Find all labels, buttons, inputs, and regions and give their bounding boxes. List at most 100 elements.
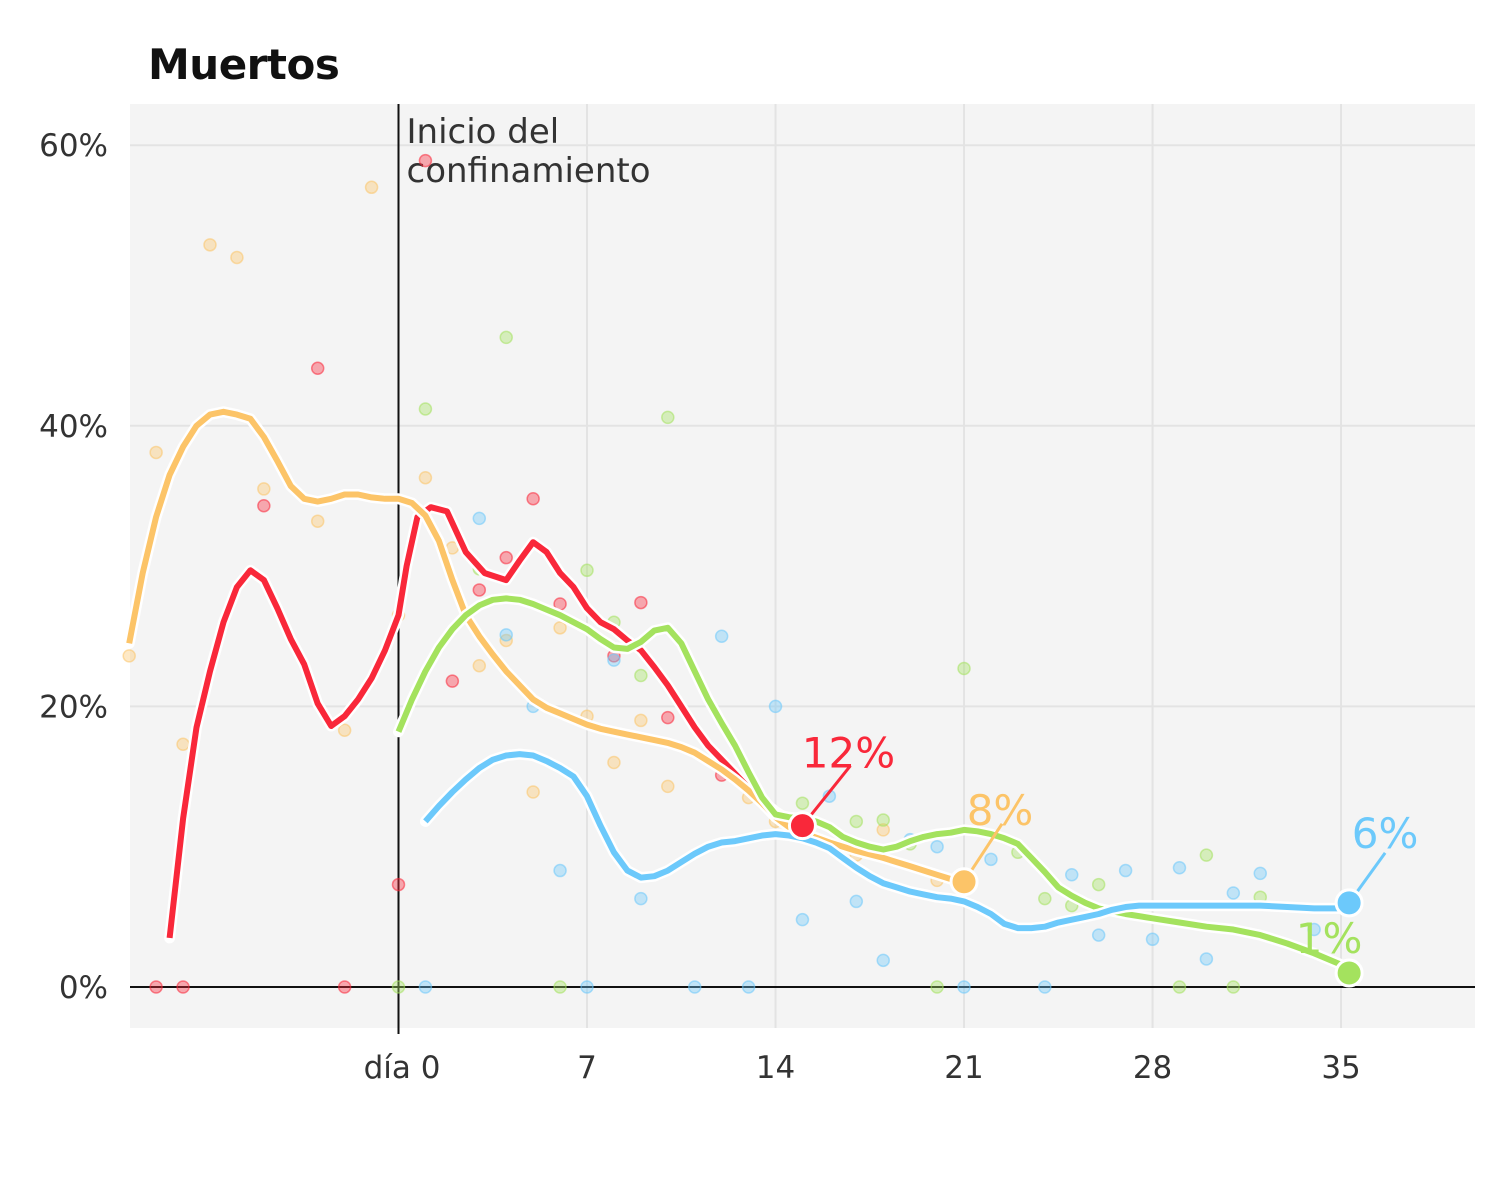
- scatter-point: [580, 980, 594, 994]
- scatter-point: [257, 482, 271, 496]
- series-line: [166, 504, 804, 939]
- scatter-point: [203, 238, 217, 252]
- series-end-marker: [787, 811, 817, 841]
- scatter-point: [634, 595, 648, 610]
- scatter-point: [714, 629, 729, 643]
- scatter-point: [1199, 952, 1214, 966]
- chart-title: Muertos: [148, 40, 340, 89]
- scatter-point: [957, 661, 971, 676]
- scatter-point: [310, 361, 325, 376]
- y-tick-label: 60%: [39, 128, 108, 164]
- scatter-point: [176, 737, 190, 752]
- scatter-point: [1065, 868, 1079, 882]
- scatter-point: [526, 785, 540, 799]
- scatter-point: [876, 953, 890, 968]
- scatter-point: [957, 980, 971, 994]
- y-tick-label: 40%: [39, 409, 108, 445]
- scatter-point: [1199, 848, 1214, 862]
- scatter-point: [1172, 980, 1187, 994]
- scatter-point: [122, 649, 136, 663]
- scatter-point: [472, 583, 487, 597]
- scatter-point: [149, 980, 163, 994]
- scatter-point: [472, 511, 487, 526]
- scatter-point: [176, 980, 190, 994]
- series-end-markers: 12% 8% 1% 6%: [787, 729, 1419, 988]
- series-end-marker: [1334, 888, 1364, 918]
- scatter-point: [418, 153, 433, 168]
- scatter-point: [526, 492, 540, 506]
- scatter-point: [1038, 980, 1052, 994]
- scatter-point: [257, 499, 271, 513]
- scatter-point: [1307, 922, 1321, 937]
- x-tick-label: 35: [1321, 1050, 1360, 1086]
- scatter-point: [930, 980, 944, 994]
- series-end-marker: [1334, 958, 1364, 988]
- x-axis-ticks: día 0 7 14 21 28 35: [364, 1050, 1361, 1086]
- scatter-point: [364, 180, 379, 195]
- series-end-marker: [949, 867, 979, 897]
- scatter-point: [984, 852, 998, 867]
- scatter-point: [634, 713, 648, 728]
- scatter-point: [768, 699, 783, 714]
- scatter-point: [1253, 866, 1268, 881]
- scatter-point: [580, 563, 594, 578]
- scatter-point: [795, 912, 810, 927]
- scatter-point: [795, 796, 810, 810]
- x-tick-label: 28: [1133, 1050, 1172, 1086]
- scatter-point: [1226, 886, 1241, 900]
- x-tick-label: 7: [577, 1050, 597, 1086]
- scatter-point: [1145, 932, 1160, 947]
- scatter-point: [337, 723, 352, 738]
- annotation-line-2: confinamiento: [407, 151, 651, 191]
- series-end-label: 8%: [967, 786, 1034, 835]
- scatter-point: [499, 628, 513, 642]
- x-tick-label: día 0: [364, 1050, 441, 1086]
- y-tick-label: 0%: [59, 970, 108, 1006]
- scatter-point: [499, 330, 513, 345]
- scatter-point: [661, 710, 675, 725]
- scatter-point: [876, 813, 890, 827]
- scatter-point: [661, 410, 675, 425]
- scatter-point: [741, 980, 756, 994]
- scatter-point: [418, 402, 433, 416]
- x-tick-label: 21: [944, 1050, 983, 1086]
- scatter-point: [1091, 928, 1106, 942]
- scatter-point: [230, 250, 244, 265]
- plot-background: [130, 104, 1475, 1028]
- series-end-label: 1%: [1296, 914, 1363, 963]
- scatter-point: [553, 621, 567, 635]
- scatter-point: [472, 658, 487, 673]
- scatter-point: [661, 779, 675, 794]
- scatter-point: [607, 653, 621, 667]
- scatter-point: [418, 980, 433, 994]
- scatter-point: [634, 891, 648, 906]
- scatter-point: [391, 980, 406, 994]
- scatter-point: [849, 814, 864, 829]
- scatter-point: [876, 823, 890, 837]
- y-axis-ticks: 0% 20% 40% 60%: [39, 128, 108, 1006]
- scatter-point: [149, 445, 163, 460]
- annotation-line-1: Inicio del: [407, 112, 560, 152]
- scatter-point: [499, 550, 513, 565]
- scatter-point: [930, 839, 944, 854]
- y-tick-label: 20%: [39, 689, 108, 725]
- scatter-point: [445, 674, 460, 688]
- series-line: [423, 751, 1351, 932]
- scatter-point: [553, 980, 567, 994]
- scatter-point: [634, 668, 648, 683]
- scatter-point: [849, 894, 864, 909]
- scatter-point: [310, 514, 325, 528]
- series-end-label: 12%: [802, 729, 895, 778]
- x-tick-label: 14: [756, 1050, 795, 1086]
- scatter-point: [687, 980, 702, 994]
- scatter-point: [1172, 860, 1187, 875]
- scatter-point: [1226, 980, 1241, 994]
- scatter-point: [1118, 863, 1133, 878]
- scatter-point: [553, 863, 567, 878]
- scatter-point: [1038, 891, 1052, 906]
- scatter-point: [337, 980, 352, 994]
- scatter-point: [1091, 877, 1106, 892]
- scatter-point: [607, 755, 621, 770]
- series-end-label: 6%: [1352, 809, 1419, 858]
- scatter-point: [391, 877, 406, 892]
